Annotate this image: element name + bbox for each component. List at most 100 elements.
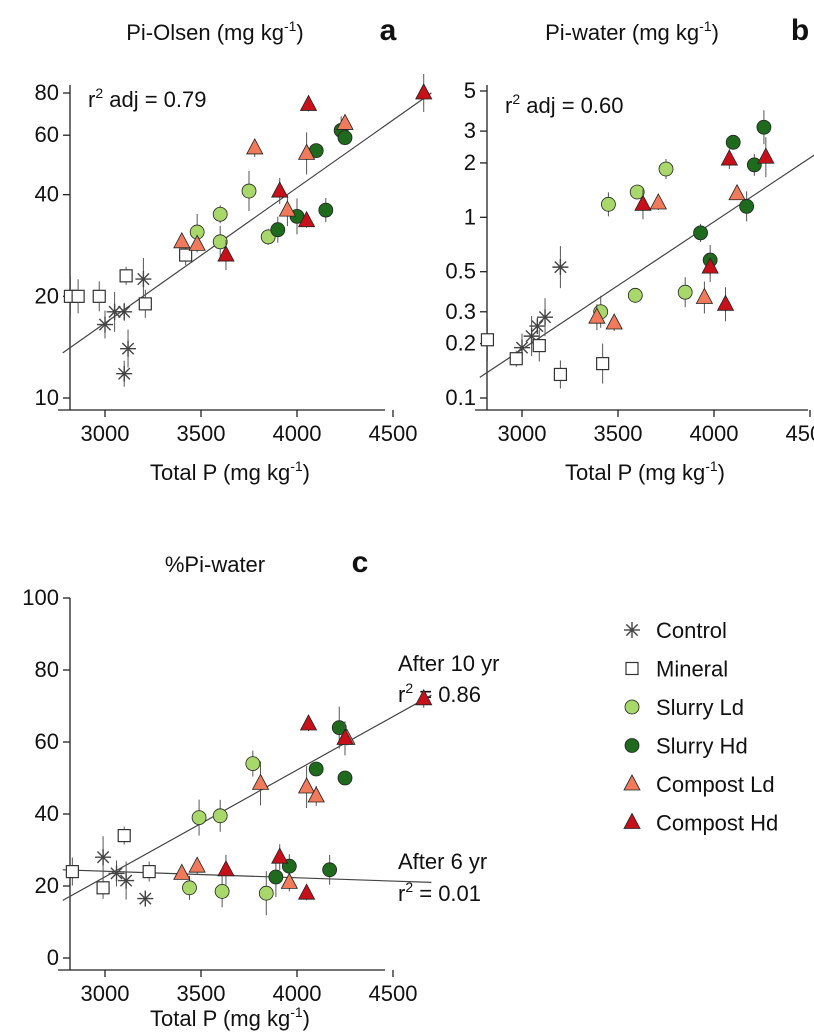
fit-line (62, 92, 432, 354)
point-compost-hd (336, 728, 354, 745)
y-tick-label: 1 (464, 204, 476, 229)
y-tick-label: 5 (464, 78, 476, 103)
x-tick-label: 4500 (369, 981, 418, 1006)
legend-marker-compost-hd (623, 812, 641, 829)
point-slurry-ld (601, 196, 616, 212)
point-slurry-ld (191, 810, 207, 825)
panel-b: Pi-water (mg kg-1) b r2 adj = 0.60 Total… (445, 14, 814, 485)
point-compost-hd (299, 94, 318, 111)
point-compost-hd (217, 859, 235, 877)
point-slurry-ld (627, 287, 643, 303)
legend-label: Compost Hd (656, 811, 778, 836)
point-compost-ld (297, 777, 316, 794)
point-compost-ld (173, 863, 191, 880)
point-slurry-hd (756, 119, 772, 135)
legend-marker-slurry-ld (624, 699, 640, 715)
point-mineral (119, 269, 133, 283)
y-tick-label: 0.3 (445, 299, 476, 324)
panel-a-xlabel: Total P (mg kg-1) (150, 458, 310, 485)
point-compost-hd (271, 847, 289, 864)
x-tick-label: 4000 (273, 421, 322, 446)
point-compost-hd (720, 149, 739, 166)
y-tick-label: 0.1 (445, 385, 476, 410)
point-compost-ld (188, 234, 206, 251)
panel-c-ann-6yr-line2: r2 = 0.01 (398, 879, 481, 906)
point-slurry-ld (658, 161, 674, 177)
point-mineral (532, 338, 546, 353)
legend: Control Mineral Slurry Ld Slurry Hd Compost … (623, 618, 778, 836)
y-tick-label: 20 (35, 873, 59, 898)
panel-a-title: Pi-Olsen (mg kg-1) (126, 18, 304, 45)
point-slurry-hd (725, 134, 741, 150)
point-compost-ld (278, 200, 297, 217)
x-tick-label: 4000 (690, 421, 739, 446)
point-control (108, 865, 125, 882)
point-mineral (96, 881, 110, 895)
point-compost-hd (271, 181, 289, 198)
panel-c-title: %Pi-water (165, 552, 265, 577)
point-slurry-ld (245, 756, 261, 771)
fit-line (62, 869, 432, 883)
y-tick-label: 0.2 (445, 331, 476, 356)
point-mineral (480, 333, 495, 347)
point-slurry-hd (337, 130, 353, 146)
point-compost-hd (297, 883, 316, 900)
point-control (135, 271, 152, 288)
point-mineral (142, 864, 156, 879)
x-tick-label: 3000 (81, 421, 130, 446)
point-mineral (138, 297, 152, 311)
x-tick-label: 3000 (498, 421, 547, 446)
point-compost-hd (415, 83, 433, 100)
point-control (95, 849, 112, 866)
y-tick-label: 80 (35, 80, 59, 105)
point-compost-ld (336, 113, 354, 130)
panel-a: Pi-Olsen (mg kg-1) a r2 adj = 0.79 Total… (35, 14, 433, 485)
y-tick-label: 100 (22, 585, 59, 610)
panel-a-letter: a (380, 14, 397, 47)
y-tick-label: 20 (35, 283, 59, 308)
point-compost-hd (757, 147, 775, 164)
point-control (137, 890, 154, 907)
legend-label: Slurry Hd (656, 734, 748, 759)
point-mineral (179, 248, 193, 262)
panel-c-letter: c (352, 546, 369, 579)
point-mineral (553, 367, 568, 382)
y-tick-label: 3 (464, 118, 476, 143)
point-control (116, 303, 133, 320)
point-control (120, 340, 137, 357)
legend-label: Mineral (656, 657, 728, 682)
point-slurry-ld (241, 183, 257, 199)
point-compost-ld (297, 143, 316, 160)
point-compost-ld (280, 872, 298, 889)
x-tick-label: 4500 (786, 421, 814, 446)
point-compost-hd (297, 210, 316, 228)
x-tick-label: 3000 (81, 981, 130, 1006)
fit-line (479, 154, 814, 378)
point-compost-hd (701, 257, 719, 274)
panel-c-plot: 0 20 40 60 80 100 3000 3500 4000 4500 (22, 585, 433, 1006)
point-control (97, 316, 113, 333)
legend-label: Slurry Ld (656, 695, 744, 720)
panel-b-letter: b (791, 14, 809, 47)
point-compost-hd (634, 194, 652, 211)
legend-marker-compost-ld (623, 774, 641, 791)
panel-c-ann-10yr-line1: After 10 yr (398, 651, 499, 676)
y-tick-label: 80 (35, 657, 59, 682)
panel-b-r2: r2 adj = 0.60 (505, 91, 624, 118)
point-slurry-hd (318, 202, 334, 218)
panel-c: %Pi-water c After 10 yr r2 = 0.86 After … (22, 546, 499, 1031)
point-slurry-ld (182, 880, 197, 896)
panel-b-xlabel: Total P (mg kg-1) (565, 458, 725, 485)
point-compost-ld (588, 307, 606, 324)
x-tick-label: 3500 (177, 421, 226, 446)
point-compost-hd (217, 245, 235, 262)
point-compost-hd (716, 294, 735, 311)
point-control (116, 365, 133, 382)
point-mineral (65, 864, 79, 879)
y-tick-label: 40 (35, 182, 59, 207)
y-tick-label: 0 (47, 945, 59, 970)
panel-b-plot: 0.1 0.2 0.3 0.5 1 2 3 5 3000 3500 4000 4500 (445, 78, 814, 446)
y-tick-label: 60 (35, 122, 59, 147)
point-compost-hd (299, 714, 318, 731)
